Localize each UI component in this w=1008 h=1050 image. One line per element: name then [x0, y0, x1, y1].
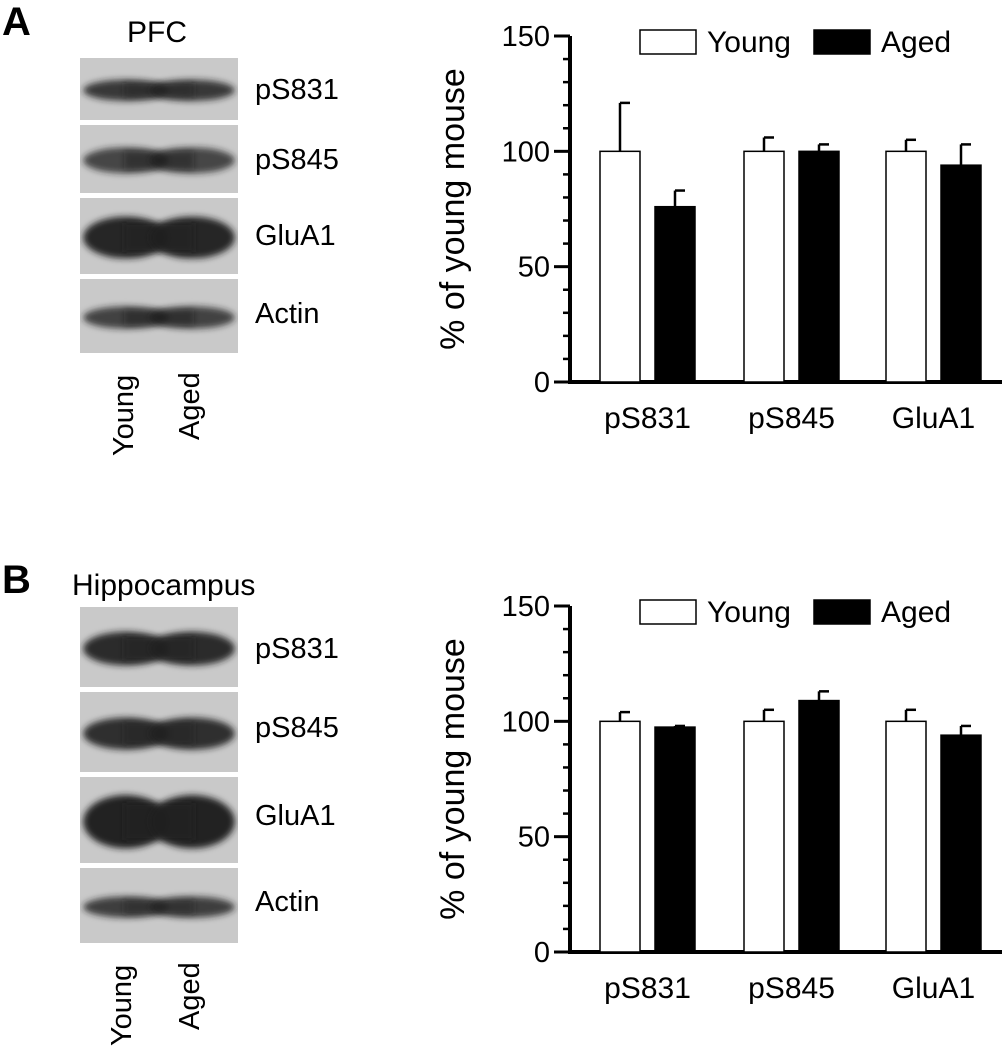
- panel-b-lane-label-young: Young: [106, 964, 138, 1046]
- blot-strip: [80, 868, 238, 943]
- panel-a-lane-label-aged: Aged: [174, 372, 206, 440]
- panel-a-blot-band-Actin: [80, 279, 238, 353]
- bar-aged-ps845: [798, 699, 840, 953]
- panel-b-blot-band-pS845: [80, 692, 238, 772]
- blot-strip: [80, 125, 238, 193]
- panel-b-band-label: pS831: [255, 633, 339, 665]
- panel-a-blot-band-pS845: [80, 125, 238, 193]
- panel-b-band-label: pS845: [255, 712, 339, 744]
- bar-young-ps831: [599, 720, 641, 953]
- x-tick-label: pS845: [748, 402, 835, 435]
- blot-strip: [80, 777, 238, 863]
- blot-strip: [80, 198, 238, 274]
- panel-a-blot-band-pS831: [80, 58, 238, 120]
- legend-label-aged: Aged: [881, 596, 951, 629]
- x-tick-label: pS831: [604, 402, 691, 435]
- blot-band-bridge: [124, 899, 194, 915]
- x-tick-label: pS831: [604, 972, 691, 1005]
- bar-young-ps845: [743, 150, 785, 383]
- panel-a-band-label: pS831: [255, 74, 339, 106]
- panel-b-blot-band-GluA1: [80, 777, 238, 863]
- panel-a-bar-chart: 0 50 100 150 % of young mouse pS831 pS845 GluA1…: [434, 21, 1002, 435]
- panel-b-blot-band-pS831: [80, 607, 238, 687]
- panel-b-letter: B: [2, 558, 31, 602]
- y-axis-label: % of young mouse: [434, 68, 472, 350]
- bar-aged-ps831: [654, 205, 696, 383]
- y-tick-label: 0: [534, 937, 550, 969]
- blot-band-bridge: [124, 151, 194, 170]
- y-tick-label: 50: [518, 252, 550, 284]
- x-tick-label: pS845: [748, 972, 835, 1005]
- y-tick-label: 0: [534, 367, 550, 399]
- legend-label-young: Young: [707, 596, 791, 629]
- legend-label-aged: Aged: [881, 26, 951, 59]
- y-tick-label: 150: [502, 591, 550, 623]
- bar-aged-glua1: [940, 734, 982, 953]
- blot-band-bridge: [124, 82, 194, 98]
- panel-a-letter: A: [2, 0, 31, 44]
- blot-strip: [80, 692, 238, 772]
- legend-swatch-aged: [813, 599, 871, 625]
- y-tick-label: 150: [502, 21, 550, 53]
- legend-swatch-young: [639, 599, 697, 625]
- blot-strip: [80, 58, 238, 120]
- blot-band-bridge: [124, 803, 194, 841]
- bar-aged-ps845: [798, 150, 840, 383]
- bar-young-ps831: [599, 150, 641, 383]
- blot-band-bridge: [124, 636, 194, 661]
- y-tick-label: 50: [518, 822, 550, 854]
- bar-aged-ps831: [654, 726, 696, 953]
- blot-band-bridge: [124, 222, 194, 253]
- panel-b-bar-chart: 0 50 100 150 % of young mouse pS831 pS845 GluA1…: [434, 591, 1002, 1005]
- x-tick-label: GluA1: [892, 402, 975, 435]
- bar-aged-glua1: [940, 164, 982, 383]
- panel-b-band-label: Actin: [255, 886, 320, 918]
- legend-swatch-young: [639, 29, 697, 55]
- bar-young-glua1: [885, 150, 927, 383]
- blot-strip: [80, 607, 238, 687]
- y-axis-label: % of young mouse: [434, 638, 472, 920]
- panel-b-blot-title: Hippocampus: [72, 569, 256, 602]
- panel-b-blot-band-Actin: [80, 868, 238, 943]
- panel-a-band-label: GluA1: [255, 220, 336, 252]
- y-tick-label: 100: [502, 706, 550, 738]
- panel-a-band-label: Actin: [255, 298, 320, 330]
- panel-a-blot-title: PFC: [127, 16, 187, 49]
- bar-young-ps845: [743, 720, 785, 953]
- blot-band-bridge: [124, 722, 194, 745]
- legend-swatch-aged: [813, 29, 871, 55]
- panel-b-lane-label-aged: Aged: [174, 962, 206, 1030]
- x-tick-label: GluA1: [892, 972, 975, 1005]
- panel-b-band-label: GluA1: [255, 800, 336, 832]
- y-tick-label: 100: [502, 136, 550, 168]
- blot-strip: [80, 279, 238, 353]
- panel-a-lane-label-young: Young: [108, 374, 140, 456]
- panel-a-blot-band-GluA1: [80, 198, 238, 274]
- panel-a-band-label: pS845: [255, 144, 339, 176]
- blot-band-bridge: [124, 309, 194, 326]
- legend-label-young: Young: [707, 26, 791, 59]
- bar-young-glua1: [885, 720, 927, 953]
